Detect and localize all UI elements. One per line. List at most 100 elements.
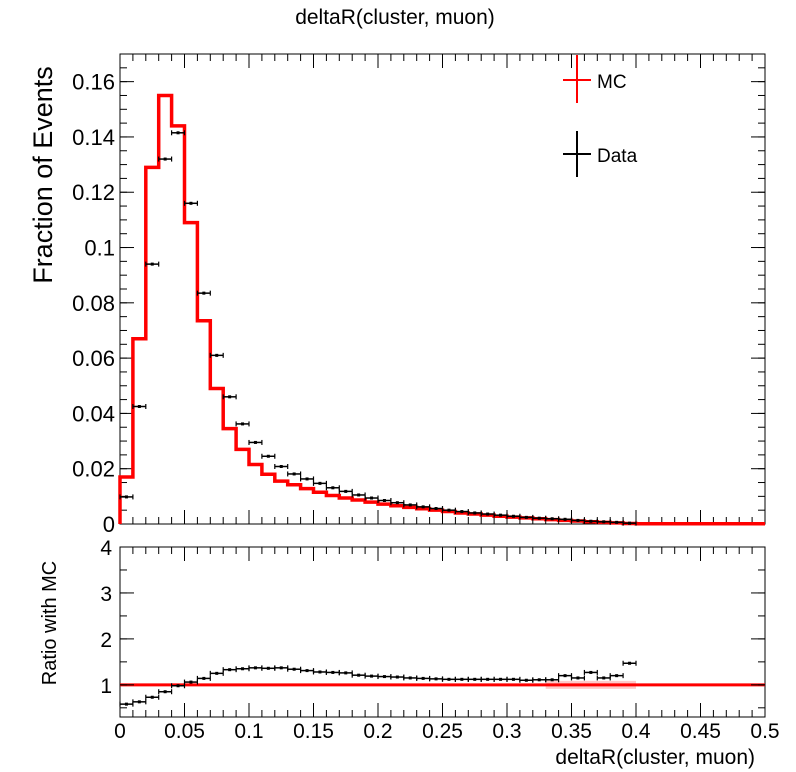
- ratio-point-marker: [318, 670, 322, 674]
- ratio-point: [596, 675, 611, 681]
- ratio-point-marker: [266, 666, 270, 670]
- legend-entry-data: Data: [563, 131, 638, 177]
- main-y-axis: 0 0.02 0.04 0.06 0.08 0.1 0.12 0.14 0.16: [72, 53, 765, 537]
- data-point: [222, 394, 237, 400]
- data-point-marker: [628, 521, 632, 525]
- ratio-x-tick-label: 0.45: [680, 720, 721, 743]
- ratio-x-tick-label: 0.15: [293, 720, 334, 743]
- ratio-point-marker: [344, 671, 348, 675]
- data-point: [235, 421, 250, 427]
- ratio-x-tick-label: 0.1: [234, 720, 263, 743]
- data-point: [196, 290, 211, 296]
- data-point: [364, 495, 379, 501]
- ratio-point-marker: [524, 678, 528, 682]
- data-point-marker: [486, 512, 490, 516]
- ratio-y-tick-label: 2: [100, 629, 112, 652]
- ratio-point-marker: [576, 676, 580, 680]
- ratio-point: [377, 674, 392, 680]
- data-point-marker: [499, 513, 503, 517]
- ratio-point: [261, 665, 276, 671]
- ratio-point-marker: [550, 678, 554, 682]
- data-point-marker: [511, 514, 515, 518]
- ratio-point: [416, 675, 431, 681]
- ratio-point-marker: [305, 669, 309, 673]
- data-point-marker: [447, 508, 451, 512]
- ratio-point: [403, 675, 418, 681]
- data-point-marker: [176, 131, 180, 135]
- data-point: [622, 520, 637, 526]
- data-point-marker: [589, 519, 593, 523]
- ratio-point: [300, 668, 315, 674]
- ratio-point: [570, 675, 586, 681]
- data-point: [132, 404, 147, 409]
- ratio-point: [312, 669, 327, 675]
- ratio-point-marker: [279, 666, 283, 670]
- ratio-point-marker: [382, 675, 386, 679]
- data-point-marker: [395, 501, 399, 505]
- mc-histogram-line: [118, 93, 765, 526]
- ratio-point: [338, 670, 353, 676]
- main-y-tick-label: 0: [103, 512, 115, 537]
- ratio-point: [506, 676, 521, 682]
- ratio-x-tick-label: 0: [114, 720, 126, 743]
- ratio-point: [222, 667, 237, 673]
- main-y-tick-label: 0.14: [72, 125, 115, 150]
- data-point-marker: [576, 518, 580, 522]
- ratio-point: [557, 673, 573, 679]
- main-y-tick-label: 0.08: [72, 291, 115, 316]
- ratio-point: [429, 676, 444, 682]
- data-point-marker: [163, 157, 167, 161]
- ratio-x-tick-label: 0.25: [422, 720, 463, 743]
- main-y-tick-label: 0.16: [72, 70, 115, 95]
- ratio-points: [119, 660, 637, 707]
- ratio-x-tick-label: 0.5: [750, 720, 779, 743]
- data-point: [171, 130, 186, 136]
- data-point: [158, 156, 173, 162]
- ratio-point-marker: [395, 675, 399, 679]
- data-point-marker: [602, 520, 606, 524]
- data-point: [119, 494, 134, 500]
- data-point-marker: [537, 516, 541, 520]
- ratio-point-marker: [511, 677, 515, 681]
- data-point: [377, 498, 392, 503]
- ratio-point-marker: [292, 667, 296, 671]
- data-point-marker: [473, 511, 477, 515]
- data-point: [209, 352, 224, 358]
- data-point-marker: [434, 507, 438, 511]
- ratio-point: [441, 676, 456, 682]
- main-y-tick-label: 0.1: [84, 236, 115, 261]
- ratio-point-marker: [408, 676, 412, 680]
- ratio-point-marker: [447, 677, 451, 681]
- ratio-point: [209, 670, 224, 676]
- chart-title: deltaR(cluster, muon): [295, 6, 495, 29]
- data-point-marker: [344, 489, 348, 493]
- data-point-marker: [382, 499, 386, 502]
- ratio-point: [183, 679, 198, 685]
- ratio-point: [532, 677, 547, 683]
- ratio-point-marker: [589, 670, 593, 674]
- ratio-point-marker: [189, 680, 193, 684]
- data-point: [145, 261, 160, 267]
- main-plot-frame: [119, 53, 766, 525]
- ratio-point-marker: [124, 702, 128, 706]
- ratio-y-tick-label: 4: [100, 537, 112, 560]
- ratio-point-marker: [150, 695, 154, 699]
- ratio-x-tick-label: 0.05: [164, 720, 205, 743]
- data-point-marker: [279, 464, 283, 468]
- main-y-tick-label: 0.04: [72, 401, 115, 426]
- ratio-point: [390, 674, 405, 680]
- ratio-point-marker: [202, 676, 206, 680]
- ratio-point-marker: [253, 666, 257, 670]
- ratio-point: [274, 665, 289, 671]
- ratio-point-marker: [228, 668, 232, 672]
- ratio-point-marker: [176, 684, 180, 688]
- ratio-point: [454, 676, 469, 682]
- ratio-point: [235, 666, 250, 672]
- ratio-point-marker: [137, 700, 141, 704]
- data-point-marker: [305, 477, 309, 481]
- ratio-point: [364, 673, 379, 679]
- ratio-point-marker: [537, 678, 541, 682]
- data-point-marker: [292, 472, 296, 476]
- data-point: [325, 485, 340, 491]
